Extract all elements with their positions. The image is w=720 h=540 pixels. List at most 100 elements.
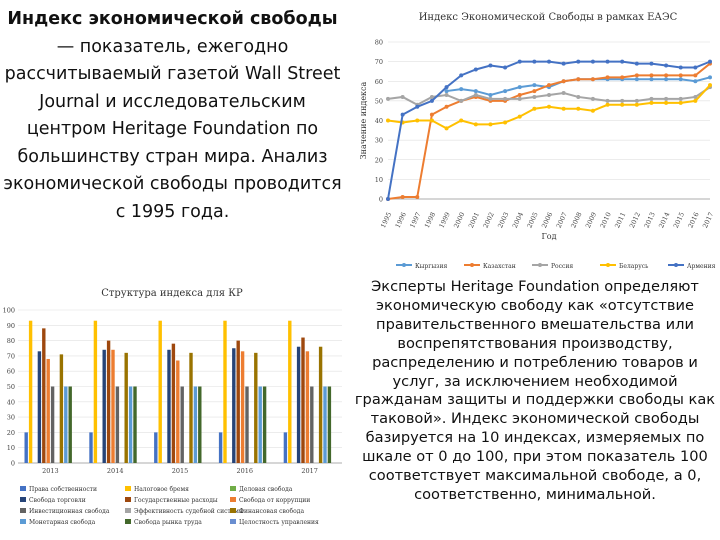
x-tick-label: 2000 [452, 211, 466, 229]
bar [128, 386, 133, 463]
x-tick-label: 2001 [467, 211, 481, 229]
bar [50, 386, 55, 463]
data-point [561, 61, 566, 66]
line-chart-title: Индекс Экономической Свободы в рамках ЕА… [419, 12, 678, 23]
y-tick-label: 100 [3, 307, 15, 315]
data-point [620, 75, 625, 80]
legend-label: Налоговое бремя [134, 486, 189, 493]
legend-swatch [125, 508, 131, 513]
legend-label: Эффективность судебной системы [134, 508, 244, 515]
data-point [664, 96, 669, 101]
data-point [693, 98, 698, 103]
data-point [649, 96, 654, 101]
legend-marker [674, 263, 678, 267]
data-point [693, 73, 698, 78]
data-point [678, 96, 683, 101]
bar [115, 386, 120, 463]
bar [189, 352, 193, 463]
y-tick-label: 40 [7, 398, 15, 406]
bar [158, 320, 162, 463]
x-tick-label: 2011 [613, 211, 627, 229]
x-tick-label: 2017 [301, 467, 318, 475]
data-point [503, 65, 508, 70]
data-point [664, 73, 669, 78]
y-tick-label: 10 [7, 444, 15, 452]
data-point [444, 126, 449, 131]
bar [318, 346, 323, 463]
data-point [620, 59, 625, 64]
data-point [547, 59, 551, 64]
data-point [517, 96, 522, 101]
data-point [649, 73, 654, 78]
legend-label: Финансовая свобода [239, 508, 304, 515]
x-tick-label: 2004 [511, 211, 525, 229]
x-tick-label: 1998 [423, 211, 437, 229]
data-point [532, 59, 537, 64]
x-tick-label: 2014 [107, 467, 124, 475]
legend-swatch [20, 508, 26, 513]
bar [236, 340, 240, 463]
data-point [488, 63, 493, 68]
data-point [649, 61, 654, 66]
data-point [605, 98, 610, 103]
data-point [620, 98, 625, 103]
data-point [693, 65, 698, 70]
x-tick-label: 1996 [394, 211, 408, 229]
y-tick-label: 30 [375, 137, 383, 145]
legend-label: Государственные расходы [134, 497, 218, 504]
x-tick-label: 2002 [482, 211, 496, 229]
data-point [532, 83, 537, 88]
data-point [488, 122, 493, 127]
data-point [634, 73, 639, 78]
x-tick-label: 2007 [555, 211, 569, 229]
data-point [532, 94, 537, 99]
legend-label: Беларусь [619, 263, 649, 270]
bar [254, 352, 258, 463]
data-point [693, 94, 698, 99]
legend-label: Деловая свобода [239, 486, 293, 493]
x-tick-label: 1997 [408, 211, 422, 229]
data-point [473, 122, 478, 127]
x-tick-label: 1995 [379, 211, 393, 229]
data-point [517, 85, 522, 90]
data-point [459, 87, 464, 92]
y-tick-label: 50 [375, 97, 383, 105]
y-tick-label: 60 [375, 78, 383, 86]
data-point [429, 112, 434, 117]
legend-marker [606, 263, 610, 267]
y-tick-label: 80 [375, 39, 383, 47]
data-point [678, 100, 683, 105]
legend-marker [538, 263, 542, 267]
data-point [444, 92, 449, 97]
x-tick-label: 1999 [438, 211, 452, 229]
x-tick-label: 2014 [657, 211, 671, 229]
data-point [488, 96, 493, 101]
bar [102, 349, 106, 463]
data-point [605, 102, 610, 107]
bar [28, 320, 33, 463]
data-point [444, 104, 449, 109]
data-point [386, 197, 390, 201]
data-point [576, 77, 581, 82]
bar [301, 337, 305, 463]
data-point [590, 108, 595, 113]
bar [93, 320, 98, 463]
bar [37, 351, 42, 463]
bar [176, 360, 180, 463]
data-point [590, 59, 595, 64]
bar [111, 349, 115, 463]
bar [198, 386, 202, 463]
legend-swatch [125, 486, 131, 491]
bar [327, 386, 332, 463]
legend-label: Казахстан [483, 263, 516, 270]
bar [167, 349, 171, 463]
x-tick-label: 2013 [42, 467, 59, 475]
legend-swatch [20, 497, 26, 502]
intro-paragraph: Индекс экономической свободы — показател… [0, 6, 345, 226]
x-tick-label: 2016 [237, 467, 254, 475]
bar [305, 351, 310, 463]
data-point [503, 96, 508, 101]
bar [42, 328, 46, 463]
bar [133, 386, 137, 463]
legend-label: Свобода рынка труда [134, 519, 202, 526]
